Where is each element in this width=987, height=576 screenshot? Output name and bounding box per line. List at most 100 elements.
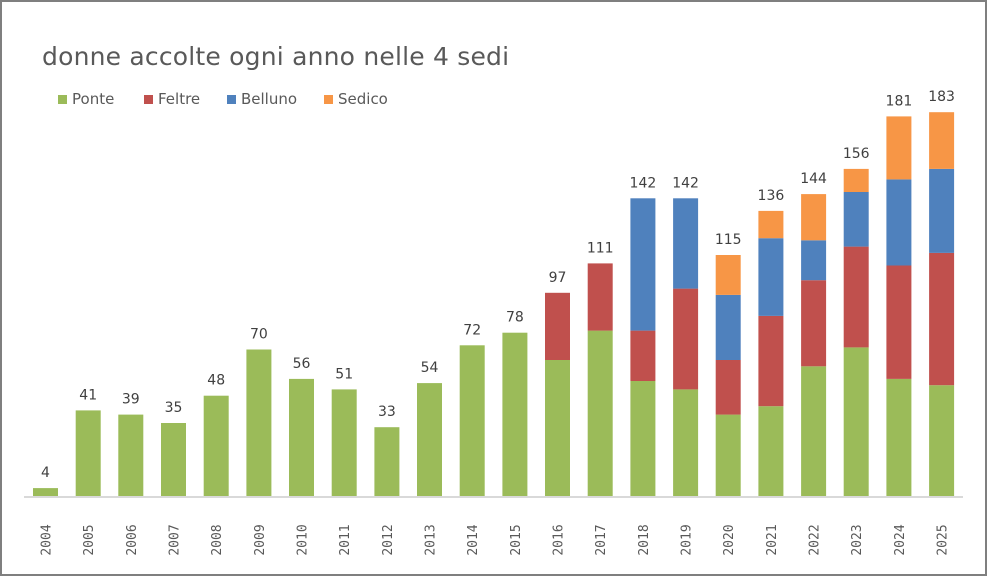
data-label-2006: 39 [122, 392, 140, 408]
bar-segment-ponte-2006 [118, 414, 144, 497]
x-tick-label-2023: 2023 [850, 524, 865, 555]
bar-segment-belluno-2018 [630, 198, 656, 331]
data-label-2024: 181 [886, 93, 913, 109]
bar-segment-feltre-2024 [886, 265, 912, 379]
bar-segment-belluno-2019 [673, 198, 699, 289]
bar-segment-feltre-2020 [715, 360, 741, 415]
x-tick-label-2021: 2021 [765, 524, 780, 555]
data-label-2019: 142 [672, 175, 699, 191]
data-label-2017: 111 [587, 240, 614, 256]
bar-segment-belluno-2023 [843, 192, 869, 247]
x-tick-label-2011: 2011 [338, 524, 353, 555]
x-tick-label-2016: 2016 [552, 524, 567, 555]
bar-segment-ponte-2012 [374, 427, 400, 497]
bar-segment-feltre-2016 [545, 292, 570, 360]
data-label-2014: 72 [463, 322, 481, 338]
data-label-2007: 35 [165, 400, 183, 416]
bar-segment-belluno-2022 [801, 240, 827, 281]
data-label-2025: 183 [928, 89, 955, 105]
legend-label-ponte: Ponte [72, 90, 115, 108]
data-label-2011: 51 [335, 366, 353, 382]
data-label-2008: 48 [207, 373, 225, 389]
data-label-2021: 136 [758, 188, 785, 204]
bar-segment-ponte-2023 [843, 347, 869, 497]
bar-segment-belluno-2020 [715, 294, 741, 360]
bar-segment-ponte-2008 [203, 395, 229, 497]
x-tick-label-2004: 2004 [40, 524, 55, 555]
x-tick-label-2025: 2025 [936, 524, 951, 555]
bar-segment-ponte-2024 [886, 378, 912, 497]
x-tick-label-2012: 2012 [381, 524, 396, 555]
bar-segment-ponte-2019 [673, 389, 699, 497]
x-tick-label-2009: 2009 [253, 524, 268, 555]
bar-segment-feltre-2019 [673, 288, 699, 390]
bar-segment-ponte-2011 [331, 389, 357, 497]
bar-segment-ponte-2010 [289, 378, 314, 497]
data-label-2010: 56 [293, 356, 311, 372]
bar-segment-feltre-2025 [929, 252, 955, 386]
data-label-2015: 78 [506, 310, 524, 326]
data-label-2020: 115 [715, 232, 742, 248]
x-tick-label-2014: 2014 [466, 524, 481, 555]
x-tick-label-2008: 2008 [210, 524, 225, 555]
legend-label-feltre: Feltre [158, 90, 201, 108]
data-label-2004: 4 [41, 465, 50, 481]
bar-segment-sedico-2021 [758, 210, 784, 239]
bar-segment-belluno-2025 [929, 168, 955, 253]
bar-segment-ponte-2015 [502, 332, 528, 497]
bar-segment-ponte-2018 [630, 381, 656, 497]
legend-item-feltre: Feltre [144, 90, 200, 108]
bar-segment-belluno-2024 [886, 179, 912, 266]
bar-segment-feltre-2018 [630, 330, 656, 381]
data-label-2018: 142 [630, 175, 657, 191]
bar-segment-sedico-2024 [886, 116, 912, 180]
legend-swatch-belluno [227, 94, 236, 104]
chart-title: donne accolte ogni anno nelle 4 sedi [42, 42, 510, 71]
legend-swatch-sedico [324, 94, 333, 104]
x-tick-label-2019: 2019 [680, 524, 695, 555]
legend-item-sedico: Sedico [324, 90, 388, 108]
bar-segment-ponte-2016 [545, 360, 570, 497]
legend-swatch-feltre [144, 94, 153, 104]
x-tick-label-2007: 2007 [168, 524, 183, 555]
x-tick-label-2005: 2005 [82, 524, 97, 555]
bar-segment-ponte-2009 [246, 349, 272, 497]
bar-segment-ponte-2017 [587, 330, 613, 497]
bar-segment-feltre-2017 [587, 263, 613, 331]
x-tick-label-2017: 2017 [594, 524, 609, 555]
data-label-2013: 54 [421, 360, 439, 376]
data-label-2005: 41 [79, 387, 97, 403]
legend-item-ponte: Ponte [58, 90, 114, 108]
bar-segment-ponte-2020 [715, 414, 741, 497]
data-label-2009: 70 [250, 327, 268, 343]
legend-label-belluno: Belluno [241, 90, 298, 108]
bar-segment-feltre-2022 [801, 280, 827, 367]
x-tick-label-2020: 2020 [722, 524, 737, 555]
legend-swatch-ponte [58, 94, 67, 104]
bar-segment-ponte-2022 [801, 366, 827, 497]
bar-segment-sedico-2020 [715, 255, 741, 295]
bar-segment-ponte-2007 [161, 423, 186, 497]
bar-segment-sedico-2023 [843, 168, 869, 192]
x-tick-label-2024: 2024 [893, 524, 908, 555]
bar-segment-ponte-2005 [75, 410, 101, 497]
data-label-2022: 144 [800, 171, 827, 187]
data-label-2023: 156 [843, 146, 870, 162]
x-tick-label-2006: 2006 [125, 524, 140, 555]
x-tick-label-2022: 2022 [808, 524, 823, 555]
bar-segment-feltre-2023 [843, 246, 869, 348]
bar-segment-belluno-2021 [758, 238, 784, 316]
data-label-2016: 97 [549, 270, 567, 286]
x-tick-label-2018: 2018 [637, 524, 652, 555]
x-tick-label-2010: 2010 [296, 524, 311, 555]
x-tick-label-2013: 2013 [424, 524, 439, 555]
bar-segment-ponte-2025 [929, 385, 955, 497]
legend-label-sedico: Sedico [338, 90, 388, 108]
bar-segment-feltre-2021 [758, 315, 784, 407]
bar-segment-ponte-2004 [33, 488, 58, 497]
bar-segment-sedico-2025 [929, 112, 955, 169]
legend-item-belluno: Belluno [227, 90, 297, 108]
bar-segment-ponte-2021 [758, 406, 784, 497]
data-label-2012: 33 [378, 404, 396, 420]
